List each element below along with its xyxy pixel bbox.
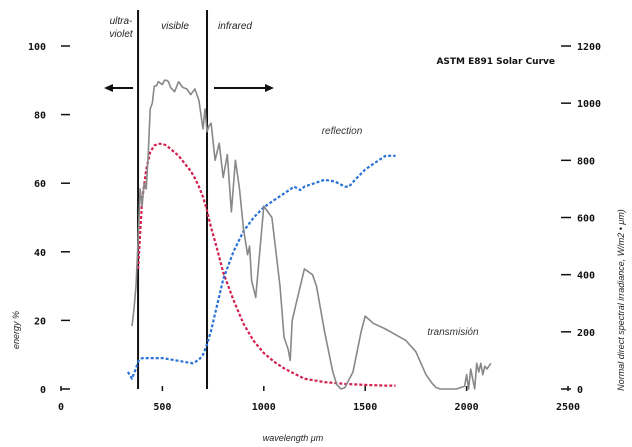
y-tick-label-60: 60 bbox=[34, 179, 46, 190]
y-tick-label-80: 80 bbox=[34, 111, 46, 122]
chart-title: ASTM E891 Solar Curve bbox=[436, 57, 555, 67]
region-label-visible: visible bbox=[161, 21, 189, 32]
series-line-1 bbox=[126, 154, 396, 380]
y-axis-left-ticks: 0 20 40 60 80 100 bbox=[28, 42, 70, 396]
x-tick-label-2500: 2500 bbox=[556, 402, 580, 413]
right-arrow-icon bbox=[214, 84, 274, 92]
y-axis-right-title: Normal direct spectral irradiance, W/m2 … bbox=[616, 209, 626, 391]
y-tick-label-40: 40 bbox=[34, 248, 46, 259]
y2-tick-label-800: 800 bbox=[577, 156, 595, 167]
x-axis-ticks: 0 500 1000 1500 2000 2500 bbox=[58, 386, 580, 413]
x-axis-title: wavelength μm bbox=[263, 433, 324, 443]
x-tick-label-0: 0 bbox=[58, 402, 64, 413]
series-line-2 bbox=[131, 79, 492, 390]
region-label-ultraviolet-2: violet bbox=[109, 29, 134, 40]
annotation-reflection: reflection bbox=[322, 126, 363, 137]
region-boundaries bbox=[137, 10, 209, 389]
y-axis-right-ticks: 0 200 400 600 800 1000 1200 bbox=[561, 42, 601, 396]
annotation-transmission: transmisión bbox=[427, 327, 479, 338]
y2-tick-label-600: 600 bbox=[577, 214, 595, 225]
y2-tick-label-200: 200 bbox=[577, 328, 595, 339]
y2-tick-label-1000: 1000 bbox=[577, 99, 601, 110]
series-layer bbox=[126, 79, 492, 390]
y-tick-label-0: 0 bbox=[40, 385, 46, 396]
x-tick-label-500: 500 bbox=[153, 402, 171, 413]
y-axis-left-title: energy % bbox=[11, 311, 21, 349]
region-label-infrared: infrared bbox=[218, 21, 252, 32]
y-tick-label-100: 100 bbox=[28, 42, 46, 53]
y2-tick-label-1200: 1200 bbox=[577, 42, 601, 53]
y2-tick-label-0: 0 bbox=[577, 385, 583, 396]
left-arrow-icon bbox=[104, 84, 133, 92]
series-line-0 bbox=[137, 142, 396, 387]
region-label-ultraviolet-1: ultra- bbox=[110, 16, 133, 27]
y-tick-label-20: 20 bbox=[34, 316, 46, 327]
x-tick-label-1000: 1000 bbox=[252, 402, 276, 413]
x-tick-label-1500: 1500 bbox=[353, 402, 377, 413]
y2-tick-label-400: 400 bbox=[577, 271, 595, 282]
x-tick-label-2000: 2000 bbox=[455, 402, 479, 413]
